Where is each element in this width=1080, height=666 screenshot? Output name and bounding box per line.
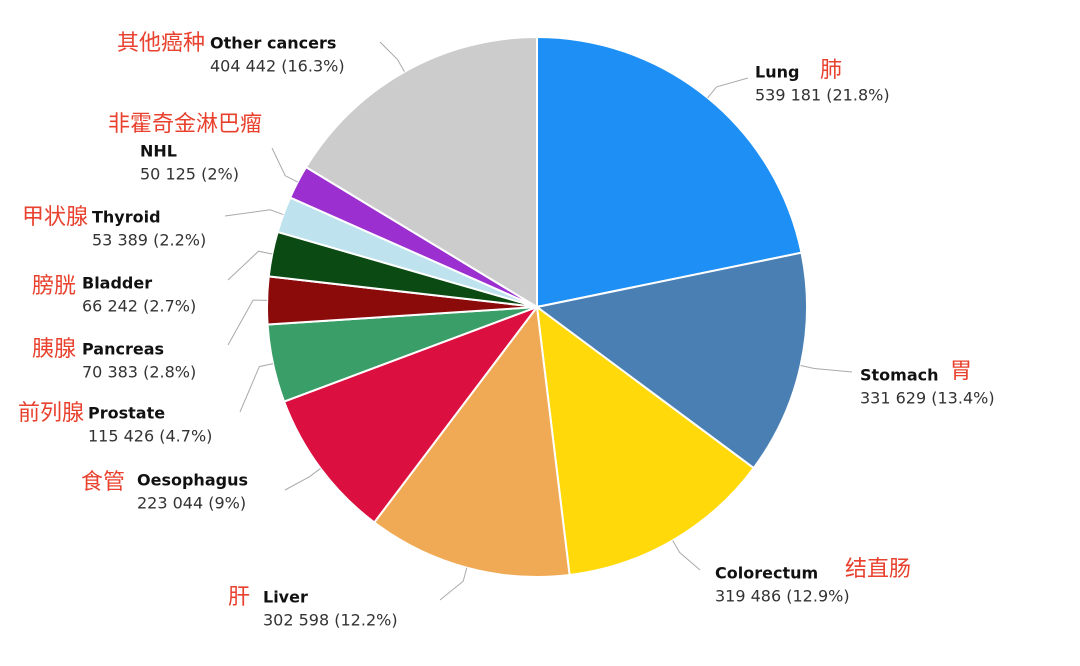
category-label: Liver <box>263 588 308 607</box>
pie-slice <box>535 304 756 577</box>
category-label-cn: 食管 <box>81 470 125 495</box>
leader-line <box>224 209 284 217</box>
value-label: 302 598 (12.2%) <box>263 611 398 630</box>
category-label: Pancreas <box>82 340 164 359</box>
category-label-cn: 胃 <box>950 359 972 384</box>
value-label: 404 442 (16.3%) <box>210 57 345 76</box>
category-label: Oesophagus <box>137 471 248 490</box>
leader-line <box>284 468 321 491</box>
pie-slice <box>304 35 538 309</box>
value-label: 53 389 (2.2%) <box>92 231 206 250</box>
value-label: 115 426 (4.7%) <box>88 427 212 446</box>
pie-slice <box>534 251 808 470</box>
category-label-cn: 肺 <box>820 58 842 83</box>
category-label-cn: 非霍奇金淋巴瘤 <box>108 112 262 137</box>
leader-line <box>800 364 853 373</box>
category-label: Other cancers <box>210 34 336 53</box>
leader-line <box>707 77 749 99</box>
leader-line <box>672 540 701 571</box>
leader-line <box>227 299 268 346</box>
value-label: 539 181 (21.8%) <box>755 86 890 105</box>
leader-line <box>379 41 405 73</box>
category-label-cn: 结直肠 <box>845 557 911 582</box>
leader-line <box>271 147 298 183</box>
leader-line <box>239 363 274 413</box>
pie-slice <box>372 304 571 578</box>
category-label-cn: 前列腺 <box>18 401 84 426</box>
value-label: 70 383 (2.8%) <box>82 363 196 382</box>
category-label-cn: 其他癌种 <box>117 31 205 56</box>
value-label: 50 125 (2%) <box>140 165 239 184</box>
value-label: 66 242 (2.7%) <box>82 297 196 316</box>
value-label: 223 044 (9%) <box>137 494 246 513</box>
category-label: NHL <box>140 142 177 161</box>
category-label-cn: 胰腺 <box>32 337 76 362</box>
category-label: Prostate <box>88 404 165 423</box>
category-label: Lung <box>755 63 799 82</box>
category-label: Thyroid <box>92 208 161 227</box>
category-label: Stomach <box>860 366 939 385</box>
value-label: 331 629 (13.4%) <box>860 389 995 408</box>
category-label: Bladder <box>82 274 152 293</box>
leader-line <box>439 567 468 601</box>
leader-line <box>227 250 273 281</box>
pie-slice <box>282 304 540 524</box>
value-label: 319 486 (12.9%) <box>715 587 850 606</box>
category-label-cn: 肝 <box>228 585 250 610</box>
category-label-cn: 膀胱 <box>32 274 76 299</box>
pie-slice <box>536 35 803 309</box>
category-label: Colorectum <box>715 564 818 583</box>
category-label-cn: 甲状腺 <box>22 205 88 230</box>
